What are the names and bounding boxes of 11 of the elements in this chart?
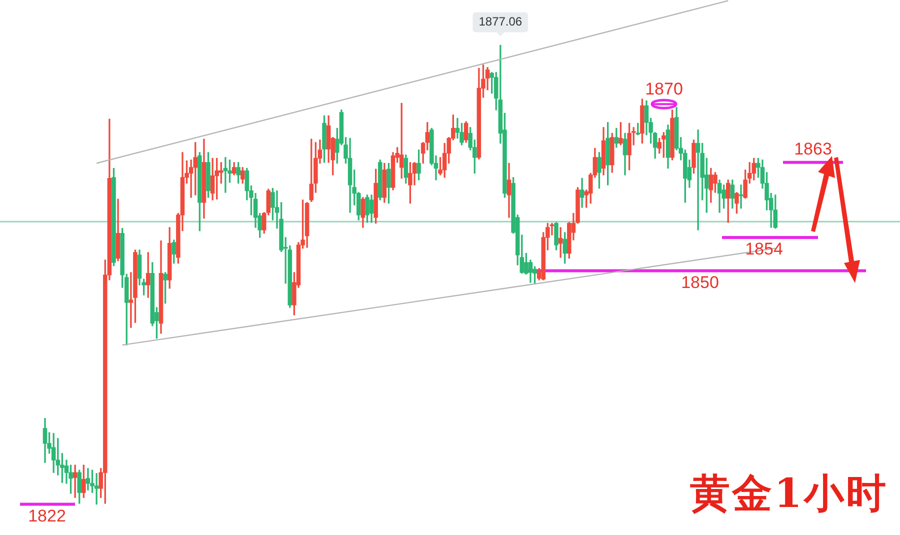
ref-line-label: 1863 [794,140,832,159]
annotation: 1877.06 [478,14,522,29]
candlestick [558,227,563,258]
ref-line-label: 1850 [681,273,719,292]
candlestick [86,468,90,490]
text: 黄金1小时 [690,469,888,519]
candlestick [72,464,78,498]
ref-line-label: 1822 [28,506,66,526]
ref-line-label: 1870 [645,79,683,98]
ref-line-label: 1854 [745,240,783,259]
candlestick [696,130,700,230]
